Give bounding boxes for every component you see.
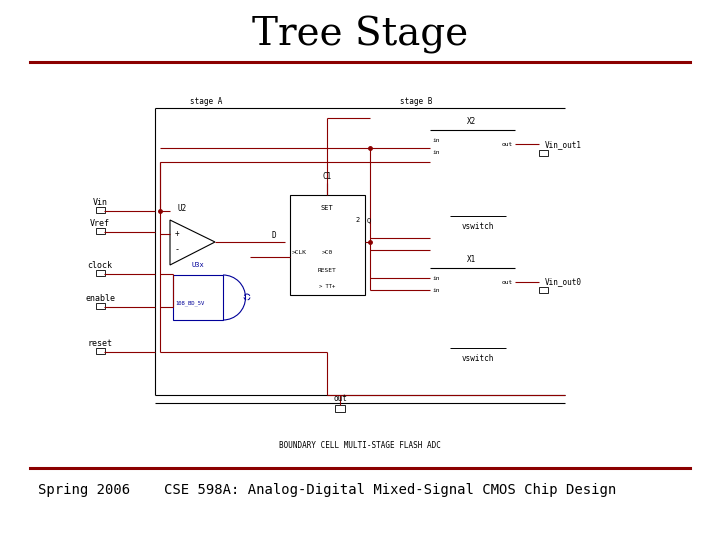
Text: BOUNDARY CELL MULTI-STAGE FLASH ADC: BOUNDARY CELL MULTI-STAGE FLASH ADC: [279, 441, 441, 449]
Text: 2: 2: [356, 217, 360, 223]
Text: C1: C1: [323, 172, 332, 181]
Text: stage B: stage B: [400, 97, 433, 105]
Text: SET: SET: [320, 205, 333, 211]
Text: > TT+: > TT+: [319, 285, 335, 289]
Text: X1: X1: [467, 255, 477, 264]
Text: Tree Stage: Tree Stage: [252, 16, 468, 54]
Text: >C0: >C0: [322, 251, 333, 255]
Text: Vin: Vin: [92, 198, 107, 207]
Text: enable: enable: [85, 294, 115, 303]
Text: out: out: [502, 141, 513, 146]
Bar: [96, 270, 105, 276]
Bar: [539, 150, 548, 156]
Bar: [173, 275, 223, 320]
Text: Spring 2006: Spring 2006: [38, 483, 130, 497]
Text: in: in: [432, 287, 439, 293]
Text: -: -: [175, 246, 180, 254]
Text: U2: U2: [178, 204, 187, 213]
Text: D: D: [271, 231, 276, 240]
Bar: [96, 207, 105, 213]
Text: U3x: U3x: [192, 262, 204, 268]
Text: in: in: [432, 150, 439, 154]
Text: vswitch: vswitch: [462, 354, 494, 363]
Bar: [335, 405, 345, 412]
Bar: [96, 303, 105, 309]
Text: out: out: [502, 280, 513, 285]
Text: X2: X2: [467, 117, 477, 126]
Text: in: in: [432, 138, 439, 143]
Bar: [290, 195, 365, 295]
Text: out: out: [333, 394, 347, 403]
Text: RESET: RESET: [318, 267, 336, 273]
Bar: [96, 228, 105, 234]
Text: >CLK: >CLK: [292, 251, 307, 255]
Text: stage A: stage A: [190, 97, 222, 105]
Text: CSE 598A: Analog-Digital Mixed-Signal CMOS Chip Design: CSE 598A: Analog-Digital Mixed-Signal CM…: [164, 483, 616, 497]
Text: Vin_out1: Vin_out1: [545, 140, 582, 150]
Text: vswitch: vswitch: [462, 222, 494, 231]
Text: Vin_out0: Vin_out0: [545, 278, 582, 287]
Text: reset: reset: [88, 339, 112, 348]
Text: Vref: Vref: [90, 219, 110, 228]
Text: in: in: [432, 275, 439, 280]
Text: clock: clock: [88, 261, 112, 270]
Text: 108_BD_5V: 108_BD_5V: [175, 300, 204, 306]
Bar: [539, 287, 548, 293]
Text: Q: Q: [367, 217, 372, 223]
Bar: [96, 348, 105, 354]
Text: +: +: [175, 230, 179, 239]
